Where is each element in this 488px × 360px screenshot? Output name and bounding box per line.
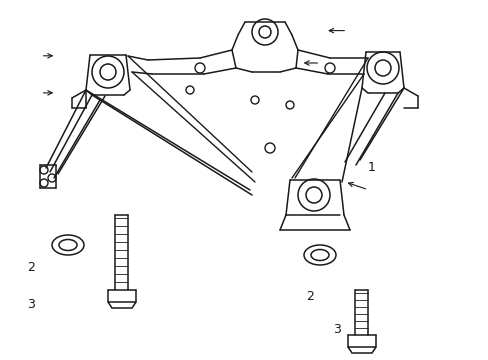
Text: 3: 3 [27,298,35,311]
Text: 2: 2 [27,261,35,274]
Text: 3: 3 [333,323,341,336]
Text: 1: 1 [367,161,375,174]
Text: 2: 2 [306,291,314,303]
